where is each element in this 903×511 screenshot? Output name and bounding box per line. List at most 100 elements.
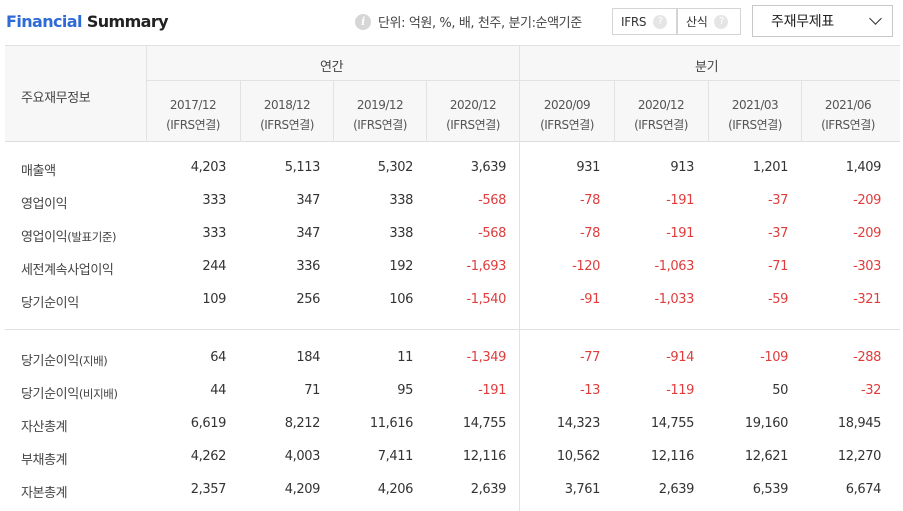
column-header: 2020/12 (IFRS연결): [446, 98, 500, 132]
table-cell: 2,639: [470, 482, 507, 497]
statement-type-select[interactable]: 주재무제표: [752, 5, 893, 37]
table-cell: 4,206: [377, 482, 414, 497]
table-cell: 18,945: [837, 416, 881, 431]
table-cell: 333: [202, 193, 226, 208]
table-cell: 14,755: [650, 416, 694, 431]
column-header: 2020/09 (IFRS연결): [540, 98, 594, 132]
table-cell: 931: [576, 160, 600, 175]
table-cell: 8,212: [284, 416, 321, 431]
row-header-label: 주요재무정보: [21, 91, 91, 106]
table-cell: 12,116: [462, 449, 506, 464]
table-cell: -191: [478, 383, 506, 398]
table-cell: 6,619: [190, 416, 227, 431]
table-cell: 6,674: [845, 482, 882, 497]
table-cell: -119: [666, 383, 694, 398]
table-cell: -78: [579, 226, 600, 241]
row-label: 세전계속사업이익: [21, 263, 114, 278]
financial-summary-table: 주요재무정보 연간 분기 2017/12 (IFRS연결) 2018/12 (IFRS…: [5, 45, 900, 511]
table-cell: 244: [202, 259, 226, 274]
column-header: 2020/12 (IFRS연결): [634, 98, 688, 132]
table-cell: -78: [579, 193, 600, 208]
table-cell: -37: [767, 193, 788, 208]
table-cell: 14,323: [556, 416, 600, 431]
table-cell: 347: [296, 193, 320, 208]
quarterly-group-header: 분기: [695, 60, 719, 75]
table-cell: 14,755: [462, 416, 506, 431]
table-cell: -13: [579, 383, 600, 398]
table-cell: 913: [670, 160, 694, 175]
table-cell: -1,540: [466, 292, 506, 307]
column-header: 2021/03 (IFRS연결): [728, 98, 782, 132]
formula-button[interactable]: 산식 ?: [677, 8, 741, 35]
summary-header: Financial Summary i 단위: 억원, %, 배, 천주, 분기…: [0, 0, 903, 45]
table-cell: -32: [860, 383, 881, 398]
table-cell: 11: [397, 350, 413, 365]
chevron-down-icon: [869, 12, 882, 25]
table-cell: 7,411: [377, 449, 414, 464]
column-header: 2018/12 (IFRS연결): [260, 98, 314, 132]
table-cell: -1,033: [654, 292, 694, 307]
table-cell: 1,201: [752, 160, 789, 175]
table-cell: 5,302: [377, 160, 414, 175]
table-cell: -288: [853, 350, 881, 365]
ifrs-button[interactable]: IFRS ?: [612, 8, 677, 35]
row-label: 영업이익: [21, 197, 68, 212]
table-cell: 5,113: [284, 160, 321, 175]
table-cell: 44: [210, 383, 226, 398]
table-cell: 19,160: [744, 416, 788, 431]
table-cell: 347: [296, 226, 320, 241]
table-cell: 1,409: [845, 160, 882, 175]
table-cell: 12,621: [744, 449, 788, 464]
table-cell: 336: [296, 259, 320, 274]
table-cell: 338: [389, 226, 413, 241]
table-cell: -209: [853, 226, 881, 241]
row-label: 자산총계: [21, 420, 68, 435]
table-cell: 6,539: [752, 482, 789, 497]
unit-text: 단위: 억원, %, 배, 천주, 분기:순액기준: [378, 16, 582, 31]
table-cell: 338: [389, 193, 413, 208]
table-cell: 3,639: [470, 160, 507, 175]
table-cell: 71: [304, 383, 320, 398]
table-cell: -59: [767, 292, 788, 307]
table-cell: -1,693: [466, 259, 506, 274]
table-cell: -568: [478, 193, 506, 208]
table-cell: 12,270: [837, 449, 881, 464]
table-cell: 4,209: [284, 482, 321, 497]
table-cell: 106: [389, 292, 413, 307]
unit-note: i 단위: 억원, %, 배, 천주, 분기:순액기준: [355, 12, 582, 31]
table-cell: 4,003: [284, 449, 321, 464]
table-cell: -191: [666, 193, 694, 208]
table-cell: -303: [853, 259, 881, 274]
table-cell: -77: [579, 350, 600, 365]
section-title: Financial Summary: [6, 12, 169, 31]
info-icon[interactable]: i: [355, 13, 371, 30]
table-cell: -1,349: [466, 350, 506, 365]
table-cell: -191: [666, 226, 694, 241]
help-icon[interactable]: ?: [714, 14, 729, 29]
table-cell: 64: [210, 350, 226, 365]
table-cell: 2,639: [658, 482, 695, 497]
table-cell: 256: [296, 292, 320, 307]
table-cell: 192: [389, 259, 413, 274]
table-cell: -91: [579, 292, 600, 307]
table-cell: -109: [760, 350, 788, 365]
row-label: 당기순이익: [21, 296, 79, 311]
table-cell: 4,262: [190, 449, 227, 464]
help-icon[interactable]: ?: [653, 14, 668, 29]
table-cell: 50: [772, 383, 788, 398]
table-cell: -37: [767, 226, 788, 241]
row-label: 자본총계: [21, 486, 68, 501]
annual-group-header: 연간: [320, 60, 344, 75]
table-cell: 184: [296, 350, 320, 365]
table-cell: 95: [397, 383, 413, 398]
table-cell: -914: [666, 350, 694, 365]
table-cell: -568: [478, 226, 506, 241]
table-cell: 10,562: [556, 449, 600, 464]
table-cell: 11,616: [369, 416, 413, 431]
table-cell: -321: [853, 292, 881, 307]
column-header: 2017/12 (IFRS연결): [166, 98, 220, 132]
column-header: 2019/12 (IFRS연결): [353, 98, 407, 132]
table-cell: -1,063: [654, 259, 694, 274]
row-label: 부채총계: [21, 453, 68, 468]
table-cell: 3,761: [564, 482, 601, 497]
